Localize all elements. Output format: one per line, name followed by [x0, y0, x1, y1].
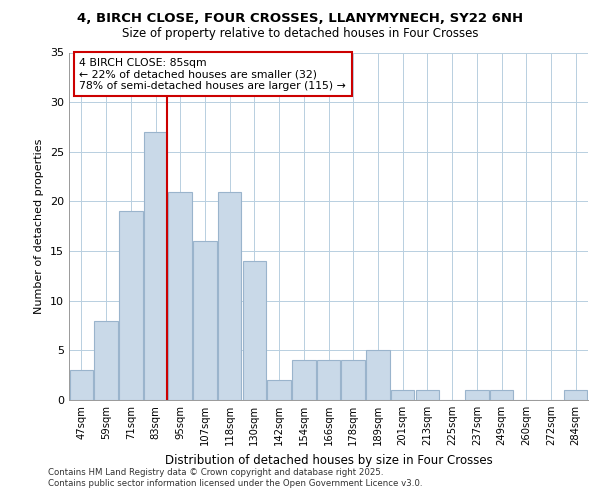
Bar — [341, 360, 365, 400]
Text: Contains HM Land Registry data © Crown copyright and database right 2025.
Contai: Contains HM Land Registry data © Crown c… — [48, 468, 422, 487]
Bar — [391, 390, 415, 400]
Bar — [465, 390, 488, 400]
Bar — [292, 360, 316, 400]
Bar — [193, 241, 217, 400]
Bar — [70, 370, 93, 400]
Bar — [242, 261, 266, 400]
Text: 4 BIRCH CLOSE: 85sqm
← 22% of detached houses are smaller (32)
78% of semi-detac: 4 BIRCH CLOSE: 85sqm ← 22% of detached h… — [79, 58, 346, 91]
Bar — [169, 192, 192, 400]
Text: Size of property relative to detached houses in Four Crosses: Size of property relative to detached ho… — [122, 28, 478, 40]
Bar — [490, 390, 513, 400]
Bar — [94, 320, 118, 400]
Bar — [144, 132, 167, 400]
Bar — [317, 360, 340, 400]
Text: 4, BIRCH CLOSE, FOUR CROSSES, LLANYMYNECH, SY22 6NH: 4, BIRCH CLOSE, FOUR CROSSES, LLANYMYNEC… — [77, 12, 523, 26]
Bar — [416, 390, 439, 400]
Bar — [218, 192, 241, 400]
Bar — [366, 350, 389, 400]
Bar — [119, 212, 143, 400]
X-axis label: Distribution of detached houses by size in Four Crosses: Distribution of detached houses by size … — [164, 454, 493, 466]
Bar — [564, 390, 587, 400]
Bar — [268, 380, 291, 400]
Y-axis label: Number of detached properties: Number of detached properties — [34, 138, 44, 314]
